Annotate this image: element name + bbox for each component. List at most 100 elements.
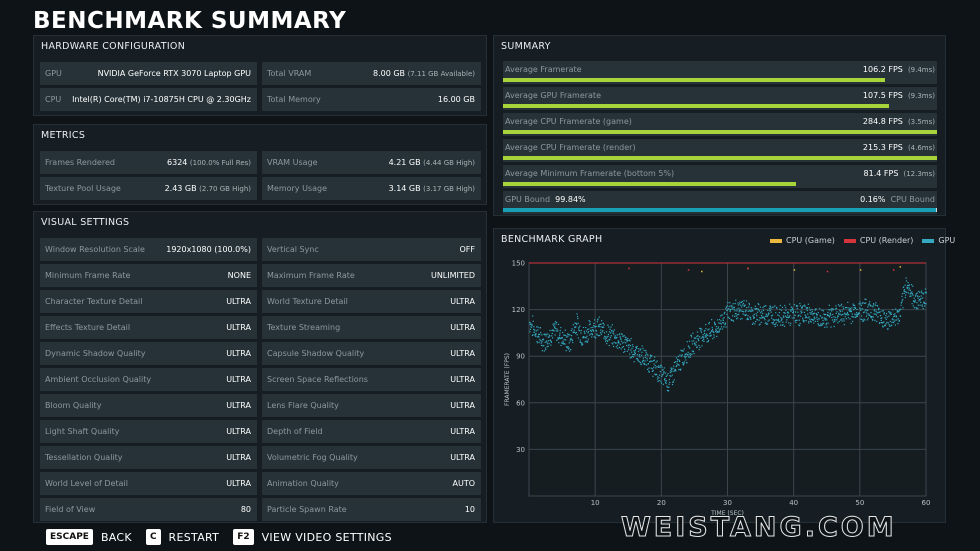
gpu-point	[713, 331, 715, 334]
gpu-point	[914, 300, 916, 303]
gpu-point	[720, 326, 723, 328]
gpu-point	[783, 311, 785, 314]
gpu-point	[615, 342, 617, 344]
gpu-point	[734, 302, 736, 305]
gpu-point	[551, 329, 553, 332]
gpu-point	[817, 320, 819, 322]
gpu-point	[631, 351, 633, 353]
gpu-point	[823, 313, 826, 316]
gpu-point	[775, 306, 778, 309]
gpu-point	[554, 321, 557, 323]
gpu-point	[855, 315, 857, 317]
back-button[interactable]: BACK	[100, 530, 132, 544]
y-tick-label: 30	[516, 446, 525, 454]
restart-button[interactable]: RESTART	[168, 530, 220, 544]
gpu-point	[875, 302, 877, 304]
gpu-point	[674, 369, 676, 372]
y-axis-label: FRAMERATE (FPS)	[504, 353, 511, 406]
gpu-point	[861, 308, 864, 310]
gpu-point	[869, 305, 872, 307]
gpu-point	[530, 326, 533, 328]
gpu-point	[904, 296, 906, 299]
gpu-point	[884, 317, 886, 319]
gpu-point	[592, 330, 595, 332]
gpu-point	[626, 350, 629, 352]
gpu-point	[897, 310, 899, 312]
gpu-point	[603, 324, 605, 326]
row-label: VRAM Usage	[267, 158, 318, 167]
gpu-point	[668, 383, 670, 385]
gpu-point	[659, 366, 661, 368]
gpu-point	[707, 334, 709, 337]
gpu-point	[851, 307, 853, 309]
gpu-point	[813, 316, 815, 318]
gpu-point	[728, 305, 730, 308]
gpu-point	[910, 284, 913, 286]
gpu-point	[645, 364, 648, 366]
gpu-point	[727, 302, 729, 304]
gpu-point	[840, 314, 842, 316]
setting-label: Minimum Frame Rate	[45, 271, 131, 280]
gpu-point	[588, 328, 590, 330]
gpu-point	[729, 310, 731, 313]
gpu-point	[580, 329, 582, 332]
gpu-point	[668, 386, 670, 388]
gpu-point	[608, 331, 611, 333]
visual-setting-row: Window Resolution Scale 1920x1080 (100.0%…	[40, 238, 257, 261]
gpu-point	[545, 333, 547, 335]
gpu-point	[834, 320, 836, 322]
f2-key[interactable]: F2	[233, 529, 254, 545]
gpu-point	[766, 323, 769, 325]
gpu-point	[558, 342, 560, 344]
gpu-point	[548, 334, 551, 336]
gpu-point	[743, 311, 745, 313]
escape-key[interactable]: ESCAPE	[46, 529, 93, 545]
gpu-point	[739, 318, 742, 320]
gpu-point	[801, 311, 803, 313]
gpu-point	[682, 361, 684, 364]
setting-label: Lens Flare Quality	[267, 401, 339, 410]
setting-label: Texture Streaming	[267, 323, 341, 332]
gpu-point	[607, 324, 609, 326]
gpu-point	[744, 314, 746, 317]
setting-label: Maximum Frame Rate	[267, 271, 355, 280]
gpu-point	[795, 321, 797, 324]
view-video-settings-button[interactable]: VIEW VIDEO SETTINGS	[261, 530, 392, 544]
gpu-point	[531, 334, 534, 337]
gpu-point	[618, 346, 621, 349]
gpu-point	[547, 333, 549, 335]
gpu-point	[751, 323, 754, 325]
gpu-point	[848, 313, 850, 316]
gpu-point	[627, 339, 629, 342]
gpu-point	[852, 316, 854, 318]
gpu-point	[631, 355, 633, 358]
gpu-point	[711, 326, 713, 329]
gpu-point	[837, 315, 839, 318]
gpu-point	[881, 317, 883, 319]
gpu-point	[833, 316, 835, 318]
gpu-point	[590, 333, 592, 335]
gpu-point	[749, 316, 751, 318]
gpu-point	[769, 310, 771, 312]
gpu-point	[877, 311, 879, 314]
gpu-point	[567, 335, 569, 337]
gpu-point	[661, 375, 663, 378]
gpu-point	[887, 328, 889, 330]
gpu-point	[749, 310, 751, 312]
gpu-point	[788, 316, 790, 318]
gpu-point	[760, 317, 762, 319]
gpu-point	[542, 338, 545, 340]
gpu-point	[693, 337, 695, 339]
gpu-point	[702, 334, 704, 336]
c-key[interactable]: C	[145, 529, 161, 545]
gpu-point	[707, 340, 709, 343]
gpu-point	[824, 318, 826, 320]
gpu-point	[535, 333, 537, 335]
gpu-point	[905, 277, 907, 279]
x-tick-label: 10	[591, 499, 600, 507]
gpu-point	[618, 342, 620, 344]
gpu-point	[821, 309, 823, 311]
gpu-point	[867, 317, 869, 319]
gpu-point	[719, 322, 721, 324]
gpu-point	[621, 333, 623, 336]
